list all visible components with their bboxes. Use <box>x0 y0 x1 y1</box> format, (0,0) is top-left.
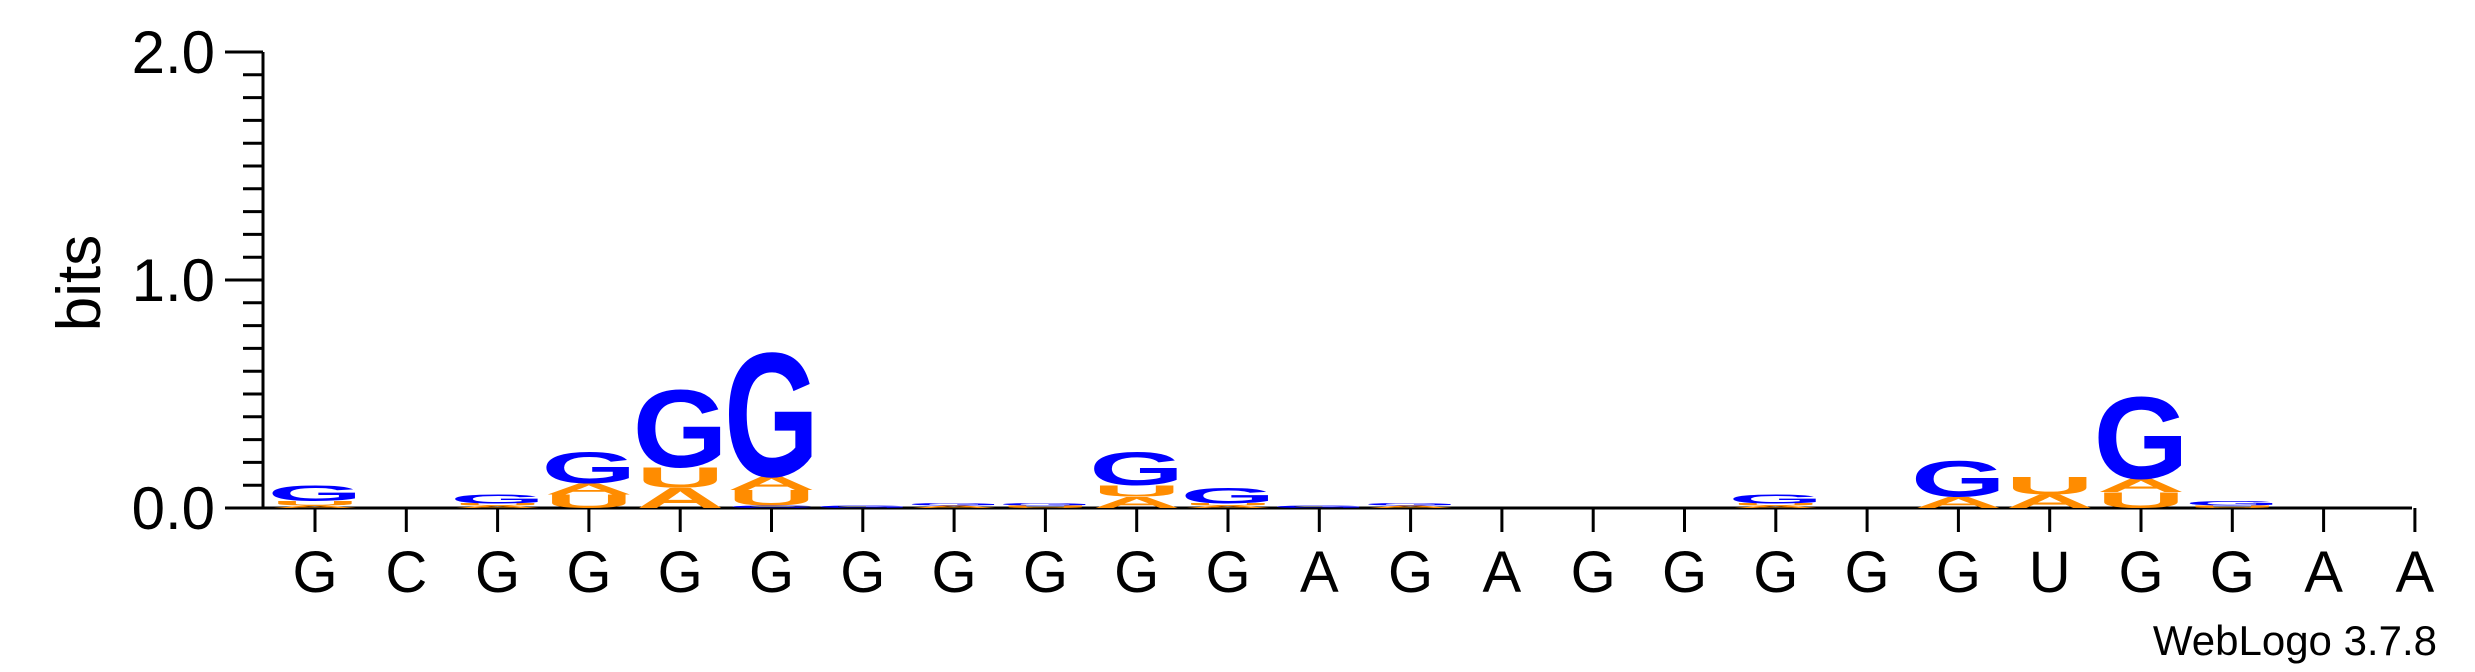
x-tick-label: G <box>292 540 337 605</box>
x-tick-label: G <box>1023 540 1068 605</box>
logo-letter-u: U <box>453 503 541 507</box>
logo-letter-g: G <box>541 443 636 492</box>
logo-letter-u: U <box>1732 503 1820 507</box>
logo-letter-a: A <box>453 505 541 509</box>
y-tick-label: 0.0 <box>132 475 215 542</box>
logo-letter-g: G <box>1180 483 1275 508</box>
x-tick-label: G <box>1388 540 1433 605</box>
x-tick-label: G <box>1114 540 1159 605</box>
logo-letter-u: U <box>545 491 633 512</box>
logo-letter-g: G <box>1728 492 1823 506</box>
x-tick-label: G <box>2118 540 2163 605</box>
x-tick-label: G <box>1753 540 1798 605</box>
logo-letter-u: U <box>1184 503 1272 507</box>
logo-letter-u: U <box>727 486 815 511</box>
logo-letter-u: U <box>1001 505 1089 509</box>
credit-label: WebLogo 3.7.8 <box>2153 617 2437 664</box>
x-tick-label: A <box>2304 540 2343 605</box>
logo-letter-u: U <box>636 462 724 494</box>
logo-letter-a: A <box>2006 491 2094 512</box>
logo-letter-g: G <box>907 503 1002 507</box>
logo-letter-a: A <box>2097 475 2185 496</box>
x-tick-label: G <box>1205 540 1250 605</box>
logo-letter-a: A <box>1184 505 1272 509</box>
logo-letter-g: G <box>1911 451 2006 508</box>
logo-letter-g: G <box>267 481 362 506</box>
logo-letter-g: G <box>2093 374 2188 504</box>
x-tick-label: G <box>475 540 520 605</box>
x-tick-label: A <box>1483 540 1522 605</box>
x-tick-label: G <box>1571 540 1616 605</box>
logo-letter-g: G <box>1363 503 1458 507</box>
logo-letter-u: U <box>2006 471 2094 499</box>
x-tick-label: G <box>749 540 794 605</box>
x-tick-label: G <box>840 540 885 605</box>
logo-letter-a: A <box>1093 494 1181 512</box>
logo-letter-a: A <box>1366 505 1454 509</box>
logo-letter-a: A <box>545 480 633 498</box>
logo-letter-g: G <box>1272 505 1367 509</box>
x-tick-label: G <box>566 540 611 605</box>
logo-letter-c: C <box>727 505 815 509</box>
x-tick-label: G <box>1662 540 1707 605</box>
x-tick-label: A <box>2396 540 2435 605</box>
logo-letter-a: A <box>910 505 998 509</box>
logo-letter-u: U <box>1093 482 1181 500</box>
logo-letter-g: G <box>815 505 910 509</box>
x-tick-label: G <box>1845 540 1890 605</box>
logo-letter-a: A <box>271 505 359 509</box>
x-tick-label: C <box>385 540 427 605</box>
x-tick-label: A <box>1300 540 1339 605</box>
logo-letter-g: G <box>633 366 728 490</box>
y-axis-label: bits <box>45 235 114 331</box>
x-tick-label: G <box>932 540 977 605</box>
logo-letter-g: G <box>724 317 819 515</box>
x-tick-label: G <box>658 540 703 605</box>
x-tick-label: G <box>2210 540 2255 605</box>
logo-letter-a: A <box>1914 494 2002 512</box>
logo-letter-u: U <box>271 500 359 507</box>
x-tick-label: U <box>2029 540 2071 605</box>
logo-letter-a: A <box>727 473 815 494</box>
x-tick-label: G <box>1936 540 1981 605</box>
logo-letter-u: U <box>2188 505 2276 509</box>
logo-letter-a: A <box>1732 505 1820 509</box>
logo-letter-g: G <box>1089 442 1184 495</box>
y-ticks: 0.0 1.0 2.0 <box>132 19 263 542</box>
logo-letter-g: G <box>998 503 1093 507</box>
logo-letter-g: G <box>450 492 545 506</box>
y-tick-label: 1.0 <box>132 247 215 314</box>
logo-letter-g: G <box>2185 500 2280 507</box>
y-tick-label: 2.0 <box>132 19 215 86</box>
